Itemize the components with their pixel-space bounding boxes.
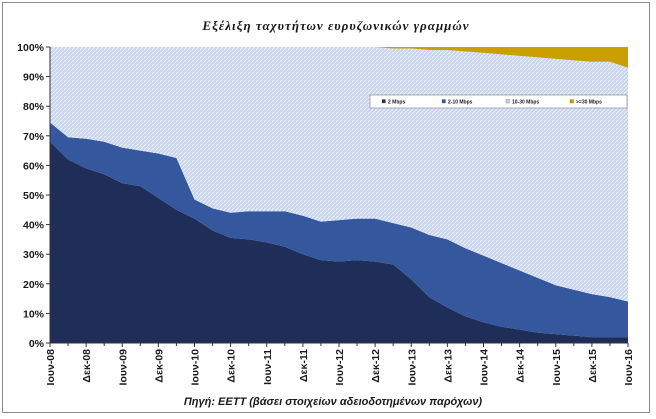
x-tick-label: Δεκ-13 (442, 349, 454, 383)
legend-label-2-10-mbps: 2-10 Mbps (448, 100, 473, 106)
x-tick-label: Ιουν-10 (190, 349, 202, 386)
area-series-2-mbps (50, 141, 628, 343)
legend-swatch-2-mbps (381, 99, 386, 104)
chart-title: Εξέλιξη ταχυτήτων ευρυζωνικών γραμμών (201, 18, 469, 33)
area-series-2-10-mbps (50, 122, 628, 338)
area-series-ge-30-mbps (50, 47, 628, 68)
x-tick-labels: Ιουν-08 Δεκ-08 Ιουν-09 Δεκ-09 Ιουν-10 Δεκ-10 Ι… (45, 349, 635, 386)
area-layers (50, 47, 628, 343)
legend-swatch-2-10-mbps (441, 99, 446, 104)
y-tick-label: 90% (23, 72, 45, 84)
axes (46, 46, 629, 347)
x-tick-label: Ιουν-08 (45, 349, 57, 386)
y-tick-label: 40% (23, 220, 45, 232)
legend-label-ge-30-mbps: >=30 Mbps (576, 100, 602, 106)
x-tick-label: Δεκ-11 (298, 349, 310, 382)
x-tick-label: Ιουν-15 (551, 349, 563, 386)
x-tick-label: Ιουν-14 (479, 349, 491, 386)
y-tick-label: 30% (23, 249, 45, 261)
x-tick-label: Ιουν-09 (117, 349, 129, 386)
y-tick-label: 20% (23, 279, 45, 291)
x-tick-label: Ιουν-16 (623, 349, 635, 386)
x-tick-label: Δεκ-08 (81, 349, 93, 383)
y-tick-label: 60% (23, 160, 45, 172)
x-tick-label: Δεκ-14 (515, 349, 527, 383)
y-tick-label: 50% (23, 190, 45, 202)
x-tick-label: Δεκ-10 (226, 349, 238, 383)
legend: 2 Mbps 2-10 Mbps 10-30 Mbps >=30 Mbps (369, 94, 628, 109)
y-tick-label: 80% (23, 101, 45, 113)
x-tick-label: Ιουν-13 (406, 349, 418, 386)
chart-svg: Εξέλιξη ταχυτήτων ευρυζωνικών γραμμών 0%… (17, 18, 635, 408)
legend-box (369, 94, 628, 109)
x-tick-label: Δεκ-15 (587, 349, 599, 383)
chart-frame: Εξέλιξη ταχυτήτων ευρυζωνικών γραμμών 0%… (2, 2, 650, 413)
x-tick-label: Ιουν-12 (334, 349, 346, 386)
legend-swatch-10-30-mbps (505, 99, 510, 104)
area-series-10-30-mbps (50, 47, 628, 302)
y-tick-label: 70% (23, 131, 45, 143)
y-tick-label: 100% (17, 42, 45, 54)
x-tick-label: Δεκ-12 (370, 349, 382, 383)
x-tick-label: Ιουν-11 (262, 349, 274, 385)
legend-label-10-30-mbps: 10-30 Mbps (512, 100, 539, 106)
y-tick-label: 10% (23, 308, 45, 320)
x-tick-label: Δεκ-09 (153, 349, 165, 383)
y-tick-labels: 0% 10% 20% 30% 40% 50% 60% 70% 80% 90% 100% (17, 42, 45, 350)
legend-label-2-mbps: 2 Mbps (388, 100, 405, 106)
legend-swatch-ge-30-mbps (569, 99, 574, 104)
y-tick-label: 0% (29, 338, 45, 350)
source-note: Πηγή: ΕΕΤΤ (βάσει στοιχείων αδειοδοτημέν… (184, 396, 483, 408)
